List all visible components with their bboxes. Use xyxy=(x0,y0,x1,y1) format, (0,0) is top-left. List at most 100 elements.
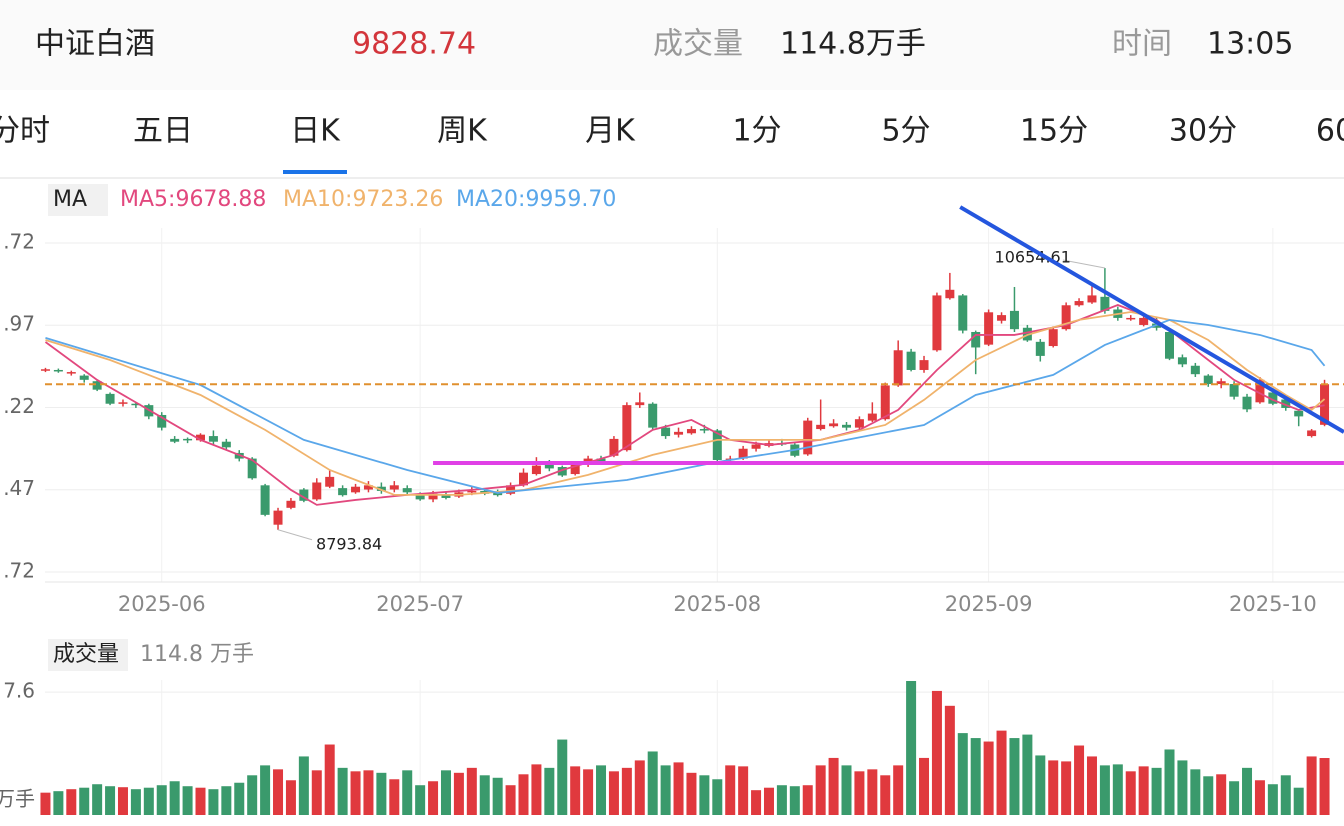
candle-body xyxy=(92,381,102,390)
volume-bar xyxy=(647,751,658,815)
volume-bar xyxy=(1254,780,1265,815)
candle-body xyxy=(1281,399,1291,408)
candle-body xyxy=(997,315,1007,321)
candle-body xyxy=(53,369,63,372)
volume-bar xyxy=(776,785,787,815)
tab[interactable]: 1分 xyxy=(732,114,781,149)
candle-body xyxy=(738,448,748,459)
index-name: 中证白酒 xyxy=(35,27,155,62)
volume-bar xyxy=(1074,745,1085,815)
volume-bar xyxy=(195,787,206,815)
candle-body xyxy=(79,375,89,380)
candle-body xyxy=(170,438,180,442)
candle-body xyxy=(1126,317,1136,320)
tab[interactable]: 15分 xyxy=(1020,114,1088,149)
legend-entry: MA5:9678.88 xyxy=(120,187,266,212)
volume-bar xyxy=(466,767,477,815)
volume-bar xyxy=(311,770,322,815)
candle-body xyxy=(1294,410,1304,417)
volume-bar xyxy=(828,757,839,815)
candle-body xyxy=(1216,381,1226,385)
candle-body xyxy=(1139,317,1149,325)
active-tab-underline xyxy=(283,170,347,174)
tab[interactable]: 日K xyxy=(290,114,341,149)
tab[interactable]: 五日 xyxy=(133,114,193,149)
volume-bar xyxy=(867,769,878,815)
candle-body xyxy=(893,350,903,386)
volume-bar xyxy=(1035,755,1046,815)
volume-bar xyxy=(763,787,774,815)
tab[interactable]: 60 xyxy=(1316,114,1344,149)
y-tick-label: .97 xyxy=(3,312,35,336)
volume-summary: 114.8 万手 xyxy=(140,642,254,667)
volume-bar xyxy=(583,769,594,815)
candle-body xyxy=(1320,384,1330,425)
candle-body xyxy=(286,500,296,508)
candle-body xyxy=(867,413,877,421)
candle-body xyxy=(196,434,205,441)
candle-body xyxy=(699,429,709,431)
candle-body xyxy=(712,430,722,460)
header-bg xyxy=(0,0,1344,90)
volume-bar xyxy=(1099,765,1110,815)
x-tick-label: 2025-08 xyxy=(673,592,761,616)
candle-body xyxy=(648,403,658,428)
candle-body xyxy=(842,424,851,428)
tab[interactable]: 周K xyxy=(437,114,488,149)
tab[interactable]: 30分 xyxy=(1169,114,1237,149)
volume-bar xyxy=(931,690,942,815)
volume-bar xyxy=(479,775,490,815)
candle-body xyxy=(312,482,322,500)
volume-bar xyxy=(725,765,736,815)
y-tick-label: .47 xyxy=(3,476,35,500)
volume-bar xyxy=(1086,756,1097,815)
volume-bar xyxy=(337,767,348,815)
volume-bar xyxy=(634,760,645,815)
volume-bar xyxy=(970,738,981,815)
candle-body xyxy=(338,488,348,496)
volume-bar xyxy=(1216,774,1227,815)
candle-body xyxy=(635,402,645,406)
drawing-line xyxy=(959,205,1344,434)
volume-bar xyxy=(815,765,826,815)
volume-bar xyxy=(389,779,400,815)
volume-bar xyxy=(1229,781,1240,815)
volume-bar xyxy=(1203,776,1214,815)
volume-bar xyxy=(1177,760,1188,815)
y-tick-label: .72 xyxy=(3,229,35,253)
volume-bar xyxy=(130,789,141,815)
volume-bar xyxy=(699,775,710,815)
volume-title: 成交量 xyxy=(53,642,119,667)
volume-bar xyxy=(621,767,632,815)
tab[interactable]: 5分 xyxy=(881,114,930,149)
y-tick-label: .72 xyxy=(3,558,35,582)
volume-bar xyxy=(996,730,1007,815)
candle-body xyxy=(363,485,373,490)
time: 13:05 xyxy=(1207,27,1293,62)
candle-body xyxy=(183,438,193,441)
volume-bar xyxy=(570,766,581,815)
volume-bar xyxy=(143,787,154,815)
candle-body xyxy=(208,436,218,442)
tab[interactable]: 分时 xyxy=(0,114,50,149)
volume-bar xyxy=(1190,769,1201,815)
tab[interactable]: 月K xyxy=(585,114,636,149)
volume-bar xyxy=(324,744,335,815)
candle-body xyxy=(247,458,257,479)
price: 9828.74 xyxy=(352,27,476,62)
candle-body xyxy=(803,420,813,455)
volume-bar xyxy=(1242,767,1253,815)
candle-body xyxy=(1165,331,1174,359)
candle-body xyxy=(351,486,361,493)
volume-bar xyxy=(906,680,917,815)
volume-bar xyxy=(1267,784,1278,815)
volume-bar xyxy=(1138,766,1149,815)
volume-bar xyxy=(944,705,955,815)
volume-bar xyxy=(983,741,994,815)
volume-bar xyxy=(247,775,258,815)
candle-body xyxy=(66,372,76,374)
candle-body xyxy=(467,490,477,493)
volume-bar xyxy=(234,782,245,815)
candle-body xyxy=(1100,296,1110,311)
candle-body xyxy=(441,495,451,498)
